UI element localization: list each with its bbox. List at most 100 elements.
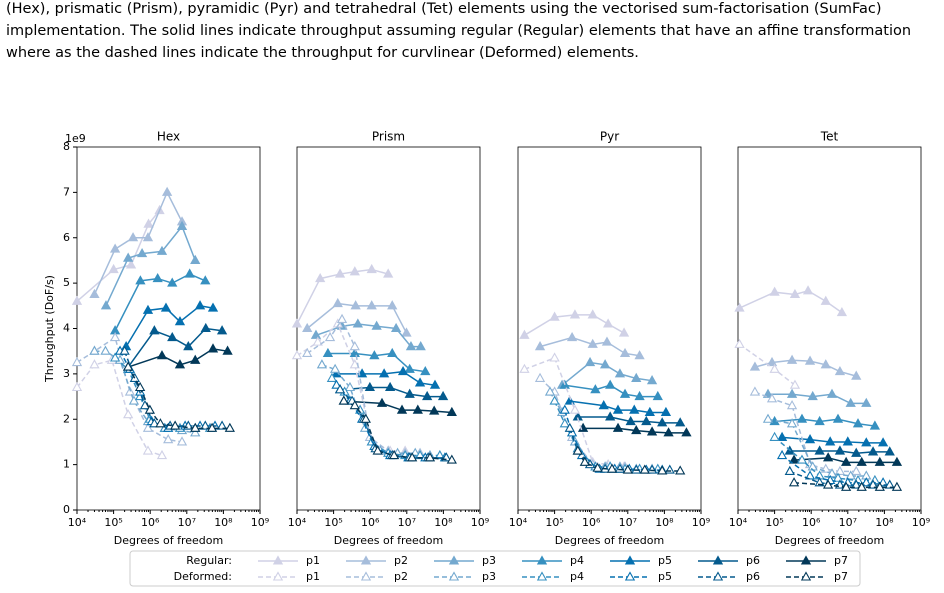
marker <box>190 427 201 437</box>
marker <box>776 431 788 441</box>
x-tick-label: 10⁴ <box>509 516 528 529</box>
x-axis-label: Degrees of freedom <box>334 534 443 547</box>
y-tick-label: 8 <box>63 140 70 153</box>
legend-box <box>129 550 861 587</box>
marker <box>884 479 895 489</box>
marker <box>851 465 862 475</box>
legend-label: p2 <box>394 554 408 567</box>
marker <box>634 350 645 360</box>
marker <box>161 186 173 196</box>
marker <box>587 309 598 319</box>
marker <box>644 406 655 416</box>
x-tick-label: 10⁹ <box>471 516 489 529</box>
marker <box>569 404 581 414</box>
marker <box>786 354 798 364</box>
marker <box>128 395 140 405</box>
marker <box>390 322 402 333</box>
x-tick-label: 10⁶ <box>141 516 160 529</box>
legend-label: p3 <box>482 554 496 567</box>
legend-marker <box>448 571 460 581</box>
marker <box>376 397 388 407</box>
marker <box>584 356 596 367</box>
y-axis-label: Throughput (DoF/s) <box>43 275 56 383</box>
marker <box>312 336 323 346</box>
marker <box>119 345 130 355</box>
marker <box>852 418 864 428</box>
marker <box>169 420 181 430</box>
marker <box>366 300 377 310</box>
marker <box>612 422 624 432</box>
y-tick-label: 0 <box>63 503 70 516</box>
marker <box>109 352 121 362</box>
marker <box>605 411 616 421</box>
marker <box>534 341 546 351</box>
legend-label: p3 <box>482 570 496 583</box>
marker <box>359 422 371 432</box>
marker <box>786 418 798 428</box>
marker <box>190 422 201 432</box>
marker <box>856 456 867 466</box>
marker <box>109 243 121 253</box>
marker <box>549 395 560 405</box>
legend-marker <box>536 571 548 581</box>
marker <box>657 465 668 475</box>
x-axis-label: Degrees of freedom <box>775 534 884 547</box>
marker <box>71 295 83 305</box>
marker <box>769 431 780 441</box>
marker <box>372 445 383 455</box>
marker <box>851 447 862 457</box>
x-tick-label: 10⁵ <box>545 516 563 529</box>
marker <box>401 327 412 337</box>
marker <box>869 420 881 430</box>
marker <box>549 352 560 362</box>
marker <box>564 395 575 405</box>
marker <box>108 263 119 274</box>
marker <box>861 397 872 407</box>
regular-line <box>114 273 206 332</box>
x-tick-label: 10⁵ <box>324 516 342 529</box>
x-tick-label: 10⁵ <box>104 516 122 529</box>
regular-line <box>306 302 408 334</box>
legend-label: p6 <box>746 570 760 583</box>
marker <box>89 359 100 369</box>
marker <box>446 406 457 416</box>
marker <box>334 268 346 278</box>
marker <box>89 345 100 355</box>
y-tick-label: 1 <box>63 458 70 471</box>
marker <box>352 318 363 328</box>
marker <box>207 343 219 353</box>
marker <box>332 297 343 308</box>
marker <box>424 452 436 462</box>
marker <box>155 418 166 428</box>
marker <box>143 218 154 228</box>
marker <box>331 379 342 389</box>
regular-line <box>93 190 183 295</box>
x-tick-label: 10⁴ <box>68 516 87 529</box>
marker <box>566 331 578 342</box>
marker <box>814 445 825 455</box>
y-tick-label: 5 <box>63 276 70 289</box>
marker <box>786 388 798 398</box>
marker <box>681 427 692 437</box>
marker <box>784 465 795 475</box>
marker <box>387 300 398 310</box>
marker <box>652 390 663 401</box>
marker <box>861 437 872 447</box>
marker <box>766 393 778 403</box>
marker <box>814 415 825 426</box>
marker <box>200 420 211 430</box>
marker <box>183 341 194 351</box>
marker <box>200 322 211 333</box>
marker <box>639 464 650 474</box>
subplot-title: Tet <box>820 130 839 144</box>
legend-marker <box>800 555 812 565</box>
marker <box>884 446 895 456</box>
x-axis-label: Degrees of freedom <box>555 534 664 547</box>
marker <box>404 388 415 398</box>
x-tick-label: 10⁸ <box>655 516 674 529</box>
legend-label: p7 <box>834 554 848 567</box>
legend-marker <box>272 571 284 581</box>
marker <box>519 329 530 339</box>
marker <box>789 379 801 389</box>
